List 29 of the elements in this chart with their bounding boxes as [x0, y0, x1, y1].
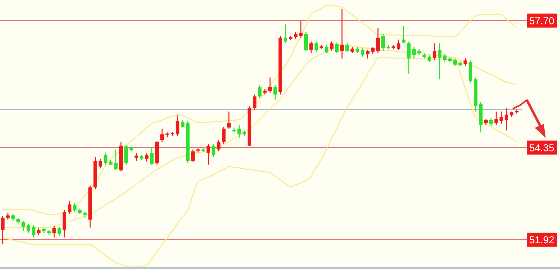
candlestick: [340, 8, 344, 60]
ref-line-label: 57.70: [529, 16, 555, 28]
candlestick: [227, 111, 231, 130]
ref-line-label: 51.92: [529, 235, 555, 246]
candlestick: [304, 32, 308, 52]
candlestick: [258, 84, 262, 100]
candlestick: [206, 144, 210, 166]
candlestick: [62, 210, 66, 238]
candlestick: [150, 147, 154, 166]
candlestick: [310, 41, 314, 54]
candlestick: [1, 216, 5, 245]
candlestick: [274, 84, 278, 101]
candlestick: [253, 94, 257, 110]
candlestick: [268, 77, 272, 94]
candlestick: [212, 144, 216, 158]
candlestick: [114, 149, 118, 172]
candlestick: [330, 41, 334, 52]
ref-line-label: 54.35: [529, 143, 555, 154]
candlestick: [335, 42, 339, 54]
candlestick: [432, 43, 437, 62]
candlestick: [52, 226, 56, 238]
candlestick: [222, 126, 226, 145]
candlestick: [314, 41, 318, 52]
candlestick: [191, 149, 195, 162]
candlestick: [155, 140, 159, 166]
candlestick: [58, 226, 62, 237]
candlestick: [217, 140, 221, 152]
candlestick: [68, 200, 72, 215]
candlestick: [402, 26, 406, 44]
